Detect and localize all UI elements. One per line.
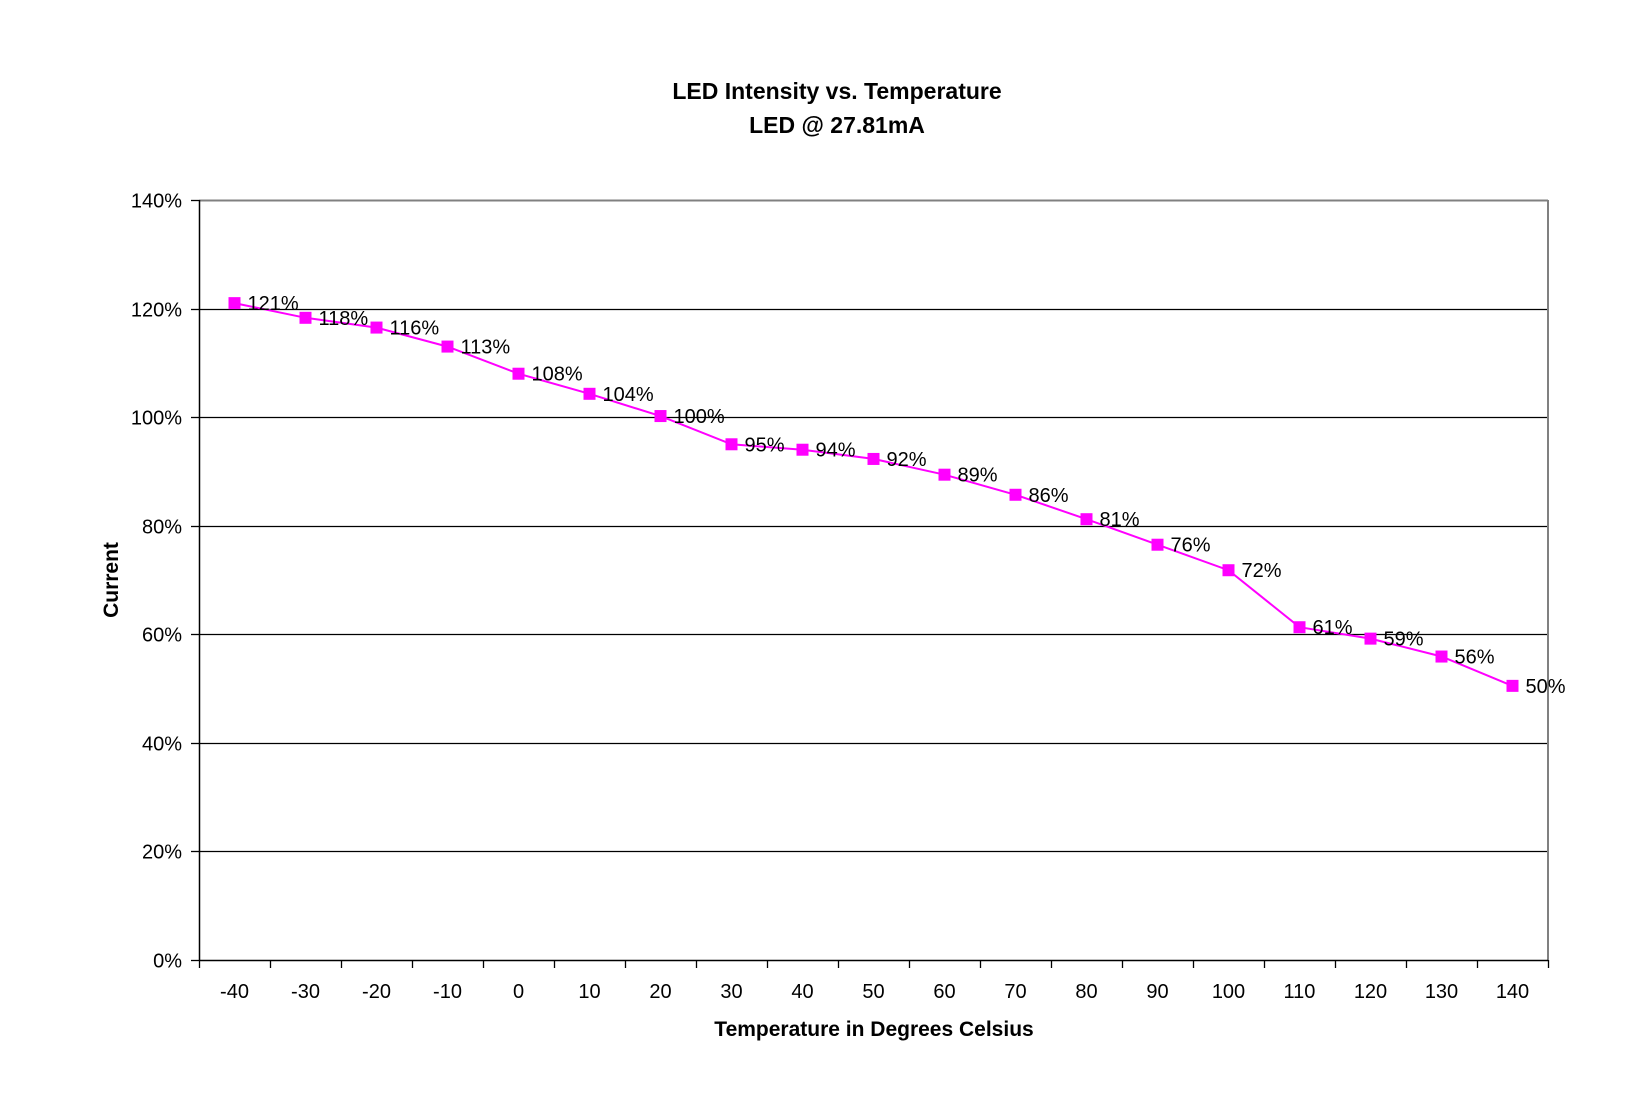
x-axis-ticks: -40 -30 -20 -10 0 10 20 30 40 50 60 70 80 90 100 110 120… [198, 960, 1550, 1003]
x-tick-label: 140 [1496, 981, 1529, 1003]
data-point-marker [1506, 679, 1519, 692]
data-point-marker [299, 311, 312, 324]
data-label: 56% [1455, 647, 1495, 669]
x-tick-label: 90 [1146, 981, 1168, 1003]
chart-subtitle: LED @ 27.81mA [749, 112, 925, 138]
x-tick-label: -40 [220, 981, 249, 1003]
y-tick-label: 60% [142, 625, 182, 647]
data-point-marker [512, 367, 525, 380]
y-axis-label: Current [100, 542, 123, 618]
x-tick-label: 110 [1284, 981, 1316, 1003]
data-label: 50% [1526, 676, 1566, 698]
data-label: 81% [1100, 509, 1140, 531]
data-label: 95% [745, 434, 785, 456]
data-point-marker [725, 438, 738, 451]
data-label: 121% [248, 293, 299, 315]
y-tick-label: 40% [142, 734, 182, 756]
data-point-marker [228, 297, 241, 310]
data-point-marker [370, 321, 383, 334]
y-tick-label: 140% [131, 191, 182, 213]
data-point-marker [1222, 564, 1235, 577]
data-point-marker [1364, 632, 1377, 645]
x-tick-label: 80 [1075, 981, 1097, 1003]
data-label: 113% [461, 337, 511, 359]
y-axis-ticks: 0% 20% 40% 60% 80% 100% 120% 140% [131, 191, 199, 973]
data-label: 94% [816, 440, 856, 462]
data-point-marker [583, 387, 596, 400]
series-markers [228, 297, 1519, 692]
data-label: 118% [319, 308, 369, 330]
data-point-marker [1151, 538, 1164, 551]
y-tick-label: 100% [131, 408, 182, 430]
x-tick-label: 40 [791, 981, 813, 1003]
data-label: 61% [1313, 617, 1353, 639]
x-tick-label: 10 [578, 981, 600, 1003]
x-tick-label: 60 [933, 981, 955, 1003]
data-point-marker [1080, 513, 1093, 526]
x-tick-label: -20 [362, 981, 391, 1003]
data-label: 89% [958, 465, 998, 487]
data-labels: 121% 118% 116% 113% 108% 104% 100% 95% 94% 92% 89%… [248, 293, 1566, 698]
x-tick-label: 50 [862, 981, 884, 1003]
data-label: 104% [603, 384, 654, 406]
y-tick-label: 80% [142, 517, 182, 539]
data-point-marker [1435, 650, 1448, 663]
data-label: 76% [1171, 535, 1211, 557]
data-label: 92% [887, 449, 927, 471]
data-point-marker [1293, 621, 1306, 634]
x-tick-label: 20 [649, 981, 671, 1003]
x-axis-label: Temperature in Degrees Celsius [714, 1018, 1033, 1041]
x-tick-label: 30 [720, 981, 742, 1003]
data-point-marker [654, 410, 667, 423]
x-tick-label: 130 [1425, 981, 1458, 1003]
chart-title: LED Intensity vs. Temperature [672, 78, 1002, 104]
gridlines [199, 308, 1548, 853]
x-tick-label: -10 [433, 981, 462, 1003]
data-label: 86% [1029, 485, 1069, 507]
data-point-marker [1009, 488, 1022, 501]
x-tick-label: 0 [513, 981, 524, 1003]
data-point-marker [796, 443, 809, 456]
data-point-marker [867, 452, 880, 465]
data-label: 72% [1242, 560, 1282, 582]
x-tick-label: -30 [291, 981, 320, 1003]
x-tick-label: 70 [1004, 981, 1026, 1003]
data-point-marker [441, 340, 454, 353]
data-label: 59% [1384, 629, 1424, 651]
data-label: 108% [532, 364, 583, 386]
y-tick-label: 120% [131, 300, 182, 322]
x-tick-label: 120 [1354, 981, 1387, 1003]
data-label: 116% [390, 318, 440, 340]
x-tick-label: 100 [1212, 981, 1245, 1003]
plot-frame [198, 199, 1549, 962]
data-label: 100% [674, 406, 725, 428]
y-tick-label: 20% [142, 842, 182, 864]
y-tick-label: 0% [153, 951, 182, 973]
data-point-marker [938, 468, 951, 481]
